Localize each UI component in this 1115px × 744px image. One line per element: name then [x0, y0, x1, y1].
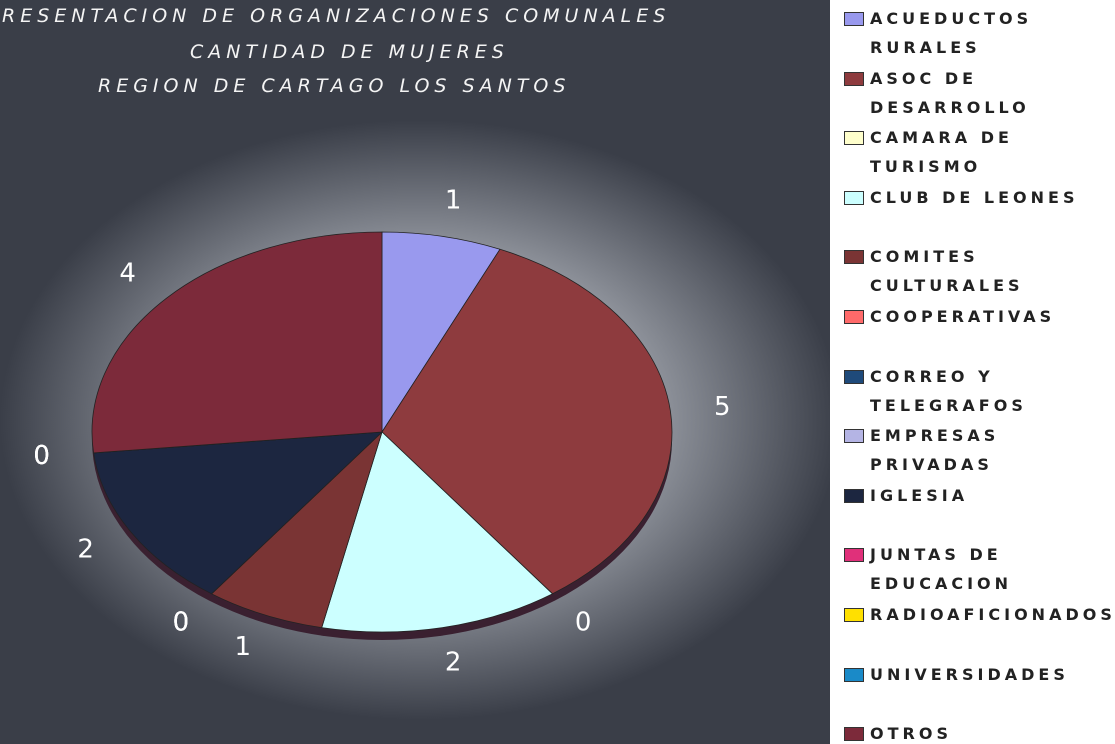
slice-label: 0	[173, 607, 190, 637]
slice-label: 1	[445, 186, 462, 216]
legend-swatch	[844, 71, 864, 86]
legend-label: EMPRESAS PRIVADAS	[870, 426, 1000, 475]
slice-label: 0	[33, 441, 50, 471]
legend-swatch	[844, 369, 864, 384]
legend-label: ASOC DE DESARROLLO	[870, 68, 1030, 117]
legend-label: OTROS	[870, 724, 952, 744]
legend-swatch	[844, 131, 864, 146]
slice-label: 2	[77, 535, 94, 565]
legend-item: COMITES CULTURALES	[840, 242, 1115, 300]
legend-item: CORREO Y TELEGRAFOS	[840, 362, 1115, 420]
legend-label: UNIVERSIDADES	[870, 664, 1069, 684]
legend-item: IGLESIA	[840, 481, 1115, 510]
pie-area: RESENTACION DE ORGANIZACIONES COMUNALES C…	[2, 5, 731, 677]
legend-item: CAMARA DE TURISMO	[840, 123, 1115, 181]
slice-label: 0	[575, 607, 592, 637]
legend-swatch	[844, 250, 864, 265]
legend-label: COMITES CULTURALES	[870, 247, 1024, 296]
slice-label: 5	[714, 392, 731, 422]
slice-label: 2	[445, 647, 462, 677]
chart-title: REGION DE CARTAGO LOS SANTOS	[98, 75, 570, 97]
chart-title: CANTIDAD DE MUJERES	[190, 41, 509, 63]
pie-slice	[91, 231, 383, 454]
legend-item: EMPRESAS PRIVADAS	[840, 421, 1115, 479]
legend-item: UNIVERSIDADES	[840, 660, 1115, 689]
legend-swatch	[844, 488, 864, 503]
legend-swatch	[844, 727, 864, 742]
pie-slice	[381, 248, 673, 595]
legend-label: IGLESIA	[870, 485, 969, 505]
slice-label: 0	[173, 607, 190, 637]
legend-label: CAMARA DE TURISMO	[870, 128, 1013, 177]
legend-swatch	[844, 310, 864, 324]
legend-item: CLUB DE LEONES	[840, 183, 1115, 212]
legend-label: COOPERATIVAS	[870, 307, 1056, 326]
legend-item: ASOC DE DESARROLLO	[840, 64, 1115, 122]
legend-label: ACUEDUCTOS RURALES	[870, 9, 1033, 57]
pie-slice	[93, 431, 384, 595]
slice-label: 0	[173, 607, 190, 637]
legend-item: COOPERATIVAS	[840, 302, 1115, 331]
legend: ACUEDUCTOS RURALES ASOC DE DESARROLLO CAMA…	[830, 0, 1115, 744]
legend-swatch	[844, 12, 864, 26]
legend-label: RADIOAFICIONADOS	[870, 605, 1115, 624]
legend-item: JUNTAS DE EDUCACION	[840, 540, 1115, 598]
pie-slice	[381, 231, 501, 434]
pie-slice	[321, 431, 554, 633]
legend-item: OTROS	[840, 719, 1115, 744]
chart-title: RESENTACION DE ORGANIZACIONES COMUNALES	[2, 5, 670, 27]
legend-swatch	[844, 429, 864, 444]
legend-swatch	[844, 608, 864, 622]
slice-label: 0	[33, 441, 50, 471]
pie-slice	[210, 430, 383, 629]
legend-swatch	[844, 548, 864, 563]
legend-label: CORREO Y TELEGRAFOS	[870, 366, 1027, 415]
legend-swatch	[844, 190, 864, 205]
legend-label: CLUB DE LEONES	[870, 187, 1079, 207]
legend-label: JUNTAS DE EDUCACION	[870, 545, 1013, 594]
legend-item: RADIOAFICIONADOS	[840, 600, 1115, 629]
legend-swatch	[844, 667, 864, 682]
slice-label: 0	[33, 441, 50, 471]
legend-item: ACUEDUCTOS RURALES	[840, 4, 1115, 62]
slice-label: 1	[235, 632, 252, 662]
slice-label: 4	[119, 259, 136, 289]
